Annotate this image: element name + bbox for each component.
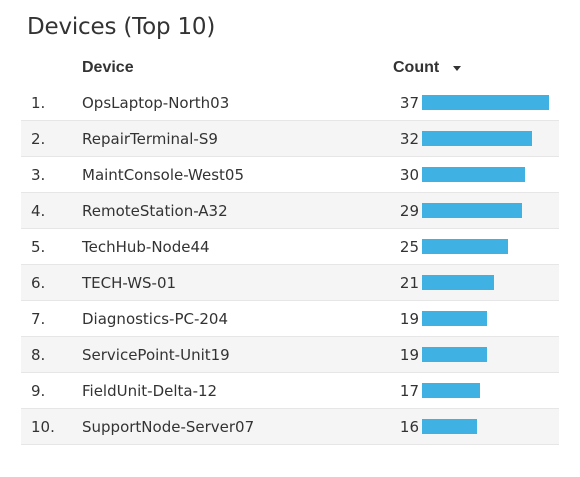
row-rank: 9. bbox=[31, 382, 46, 400]
row-device-name: TechHub-Node44 bbox=[82, 238, 210, 256]
row-count: 21 bbox=[399, 274, 419, 292]
row-device-name: RepairTerminal-S9 bbox=[82, 130, 218, 148]
count-bar bbox=[422, 311, 487, 326]
row-rank: 8. bbox=[31, 346, 46, 364]
row-rank: 2. bbox=[31, 130, 46, 148]
count-bar bbox=[422, 95, 549, 110]
table-row[interactable]: 6. TECH-WS-01 21 bbox=[21, 265, 559, 301]
table-row[interactable]: 10. SupportNode-Server07 16 bbox=[21, 409, 559, 445]
row-rank: 10. bbox=[31, 418, 55, 436]
table-row[interactable]: 8. ServicePoint-Unit19 19 bbox=[21, 337, 559, 373]
table-row[interactable]: 1. OpsLaptop-North03 37 bbox=[21, 85, 559, 121]
row-rank: 4. bbox=[31, 202, 46, 220]
row-count: 16 bbox=[399, 418, 419, 436]
table-row[interactable]: 9. FieldUnit-Delta-12 17 bbox=[21, 373, 559, 409]
count-bar bbox=[422, 383, 480, 398]
row-count: 30 bbox=[399, 166, 419, 184]
table-row[interactable]: 3. MaintConsole-West05 30 bbox=[21, 157, 559, 193]
table-row[interactable]: 7. Diagnostics-PC-204 19 bbox=[21, 301, 559, 337]
row-count: 37 bbox=[399, 94, 419, 112]
row-device-name: ServicePoint-Unit19 bbox=[82, 346, 230, 364]
row-device-name: Diagnostics-PC-204 bbox=[82, 310, 229, 328]
count-bar bbox=[422, 131, 532, 146]
row-rank: 7. bbox=[31, 310, 46, 328]
row-count: 25 bbox=[399, 238, 419, 256]
row-device-name: MaintConsole-West05 bbox=[82, 166, 245, 184]
table-row[interactable]: 4. RemoteStation-A32 29 bbox=[21, 193, 559, 229]
row-rank: 3. bbox=[31, 166, 46, 184]
row-device-name: OpsLaptop-North03 bbox=[82, 94, 230, 112]
table-body: 1. OpsLaptop-North03 37 2. RepairTerminal-S9… bbox=[21, 85, 559, 445]
row-device-name: RemoteStation-A32 bbox=[82, 202, 228, 220]
row-count: 19 bbox=[399, 310, 419, 328]
panel-title: Devices (Top 10) bbox=[27, 14, 216, 40]
count-bar bbox=[422, 419, 477, 434]
row-device-name: TECH-WS-01 bbox=[82, 274, 177, 292]
column-header-count[interactable]: Count bbox=[393, 59, 440, 76]
table-header: Device Count bbox=[21, 50, 559, 86]
caret-down-icon[interactable] bbox=[453, 66, 461, 71]
count-bar bbox=[422, 239, 508, 254]
row-count: 17 bbox=[399, 382, 419, 400]
row-rank: 6. bbox=[31, 274, 46, 292]
row-device-name: SupportNode-Server07 bbox=[82, 418, 255, 436]
count-bar bbox=[422, 167, 525, 182]
count-bar bbox=[422, 347, 487, 362]
row-rank: 1. bbox=[31, 94, 46, 112]
row-device-name: FieldUnit-Delta-12 bbox=[82, 382, 218, 400]
row-count: 29 bbox=[399, 202, 419, 220]
table-row[interactable]: 2. RepairTerminal-S9 32 bbox=[21, 121, 559, 157]
row-rank: 5. bbox=[31, 238, 46, 256]
count-bar bbox=[422, 203, 522, 218]
row-count: 19 bbox=[399, 346, 419, 364]
column-header-device[interactable]: Device bbox=[82, 59, 134, 76]
row-count: 32 bbox=[399, 130, 419, 148]
table-row[interactable]: 5. TechHub-Node44 25 bbox=[21, 229, 559, 265]
count-bar bbox=[422, 275, 494, 290]
